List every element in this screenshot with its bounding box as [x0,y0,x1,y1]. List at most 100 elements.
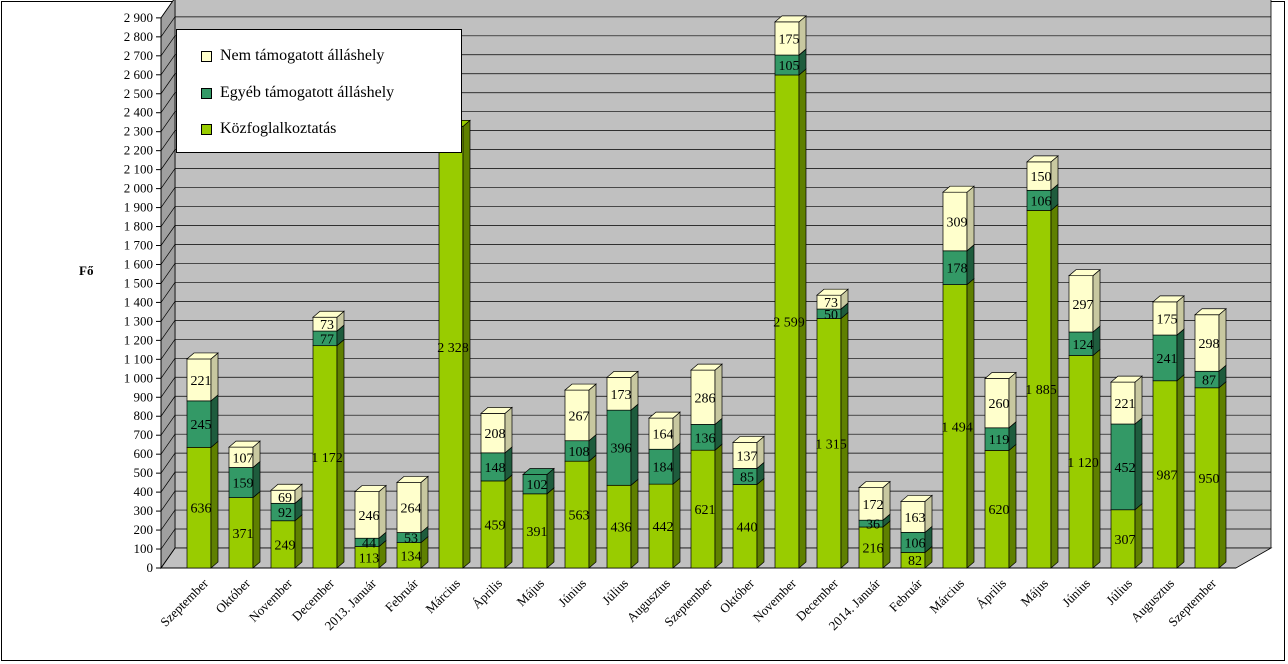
bar-front [396,542,422,569]
x-tick-label: Szeptember [157,575,211,629]
data-label: 2 599 [773,315,805,330]
gridline-side [160,263,176,284]
data-label: 134 [401,549,422,564]
bar-top [858,481,891,488]
gridline-side [160,206,176,227]
x-tick-label: Július [599,576,631,608]
bar-front [1152,380,1178,569]
bar-front [942,250,968,285]
y-axis-label: Fő [79,263,94,278]
bar-front [984,378,1010,429]
data-label: 1 172 [311,451,343,466]
bar-front [774,74,800,569]
gridline-side [160,282,176,303]
data-label: 442 [653,520,674,535]
data-label: 246 [359,509,380,524]
bar-top [942,185,975,193]
bar-front [1068,355,1094,569]
data-label: 113 [359,551,379,566]
gridline-side [160,452,176,474]
bar-front [984,450,1010,569]
y-tick-label: 2 500 [124,86,153,101]
data-label: 172 [863,498,884,513]
data-label: 621 [695,503,716,518]
data-label: 221 [1115,397,1136,412]
bar-side [966,244,975,286]
data-label: 216 [863,542,884,557]
bar-side [546,487,555,569]
bar-side [1008,371,1017,429]
bar-top [774,15,807,23]
bar-top [1194,308,1227,316]
data-label: 119 [989,433,1009,448]
data-label: 164 [653,428,674,443]
data-label: 452 [1115,461,1136,476]
y-tick-label: 200 [134,522,154,537]
data-label: 208 [485,427,506,442]
bar-front [816,318,842,569]
y-tick-label: 0 [147,560,154,575]
bar-side [672,442,681,485]
bar-side [1134,375,1143,425]
x-tick-label: Április [469,576,505,612]
bar-front [900,501,926,533]
data-label: 307 [1115,533,1136,548]
gridline-side [160,244,176,265]
gridline-side [160,73,176,94]
bar-side [630,478,639,569]
bar-side [966,185,975,252]
data-label: 260 [989,397,1010,412]
bar-side [1092,268,1101,333]
x-tick-label: Április [973,576,1009,612]
legend-item-other-supported: Egyéb támogatott álláshely [201,83,394,103]
gridline-side [160,547,176,569]
y-tick-label: 500 [134,465,154,480]
y-tick-label: 1 200 [124,332,153,347]
bar-front [942,284,968,569]
bar-side [882,520,891,569]
gridline-side [160,528,176,550]
gridline-side [160,92,176,113]
gridline-side [160,396,176,417]
gridline-side [160,433,176,455]
data-label: 436 [611,521,632,536]
data-label: 50 [824,308,838,323]
plot-side-wall [160,0,176,570]
data-label: 82 [908,554,922,569]
bar-top [984,372,1017,379]
data-label: 459 [485,518,506,533]
y-tick-label: 2 900 [124,10,153,25]
bar-side [210,352,219,402]
bar-front [942,191,968,252]
bar-side [1218,307,1227,373]
y-tick-label: 1 500 [124,275,153,290]
bar-side [1134,417,1143,511]
bar-side [672,477,681,569]
data-label: 620 [989,503,1010,518]
y-tick-label: 400 [134,484,154,499]
bar-side [504,474,513,569]
x-tick-label: Május [1018,576,1052,610]
gridline-side [160,168,176,189]
gridline-side [160,301,176,322]
data-label: 173 [611,388,632,403]
data-label: 175 [1157,312,1178,327]
bar-side [714,363,723,426]
y-tick-label: 1 300 [124,313,153,328]
data-label: 396 [611,442,632,457]
bar-side [504,406,513,454]
legend-item-public-work: Közfoglalkoztatás [201,119,336,139]
data-label: 102 [527,478,548,493]
bar-side [1218,381,1227,569]
data-label: 92 [278,506,292,521]
bar-side [630,403,639,487]
bar-top [1026,155,1059,163]
y-tick-label: 800 [134,408,154,423]
data-label: 178 [947,262,968,277]
bar-top [186,352,219,360]
gridline-side [160,0,174,19]
gridline-side [160,377,176,398]
data-label: 77 [320,332,334,347]
y-tick-label: 1 600 [124,256,153,271]
bar-front [564,460,590,569]
